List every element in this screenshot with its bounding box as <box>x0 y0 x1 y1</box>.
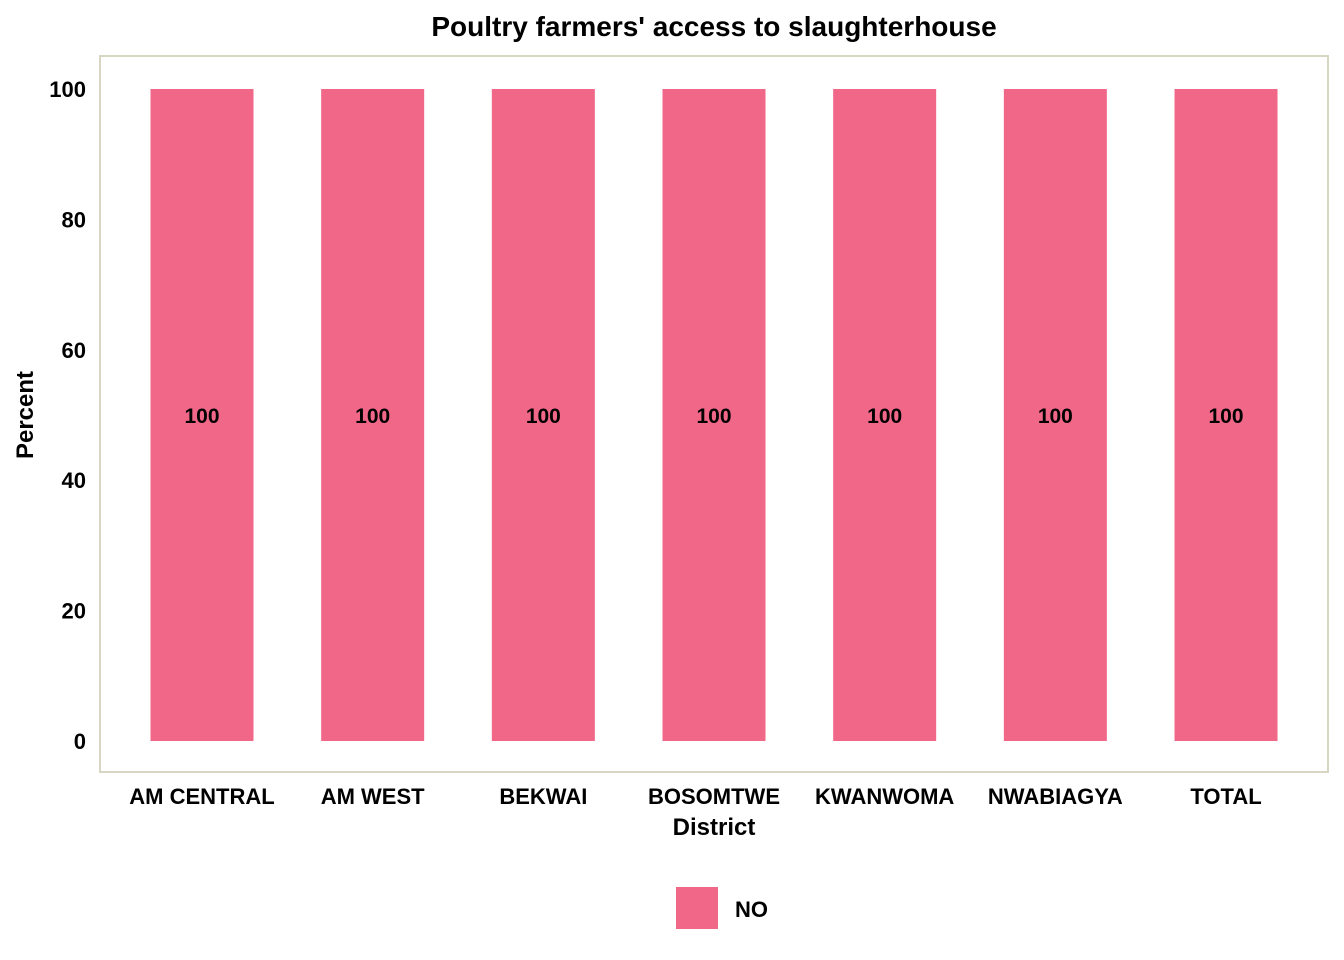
bars <box>150 89 1278 741</box>
legend: NO <box>676 887 768 929</box>
x-axis-ticks: AM CENTRAL AM WEST BEKWAI BOSOMTWE KWANWOMA N… <box>129 784 1261 809</box>
bar-value-label: 100 <box>1038 405 1073 428</box>
bar <box>491 89 595 741</box>
x-tick-label: AM WEST <box>321 784 425 809</box>
chart-title: Poultry farmers' access to slaughterhous… <box>431 11 996 42</box>
x-tick-label: BEKWAI <box>499 784 587 809</box>
y-axis-label: Percent <box>12 371 39 459</box>
x-tick-label: AM CENTRAL <box>129 784 274 809</box>
x-axis-label: District <box>673 814 756 841</box>
y-tick-label: 60 <box>62 338 86 363</box>
bar-value-label: 100 <box>1208 405 1243 428</box>
x-tick-label: KWANWOMA <box>815 784 954 809</box>
bar <box>662 89 766 741</box>
y-axis-ticks: 0 20 40 60 80 100 <box>49 77 86 754</box>
x-tick-label: NWABIAGYA <box>988 784 1123 809</box>
y-tick-label: 40 <box>62 468 86 493</box>
x-tick-label: TOTAL <box>1190 784 1261 809</box>
bar-data-labels: 100 100 100 100 100 100 100 <box>184 405 1243 428</box>
bar-value-label: 100 <box>696 405 731 428</box>
bar-value-label: 100 <box>526 405 561 428</box>
bar <box>150 89 254 741</box>
bar <box>321 89 425 741</box>
x-tick-label: BOSOMTWE <box>648 784 780 809</box>
y-tick-label: 80 <box>62 207 86 232</box>
legend-swatch-no <box>676 887 718 929</box>
y-tick-label: 100 <box>49 77 86 102</box>
bar-value-label: 100 <box>184 405 219 428</box>
legend-label-no: NO <box>735 897 768 922</box>
bar <box>1174 89 1278 741</box>
y-tick-label: 0 <box>74 729 86 754</box>
bar <box>1003 89 1107 741</box>
bar <box>833 89 937 741</box>
bar-value-label: 100 <box>355 405 390 428</box>
bar-value-label: 100 <box>867 405 902 428</box>
y-tick-label: 20 <box>62 599 86 624</box>
